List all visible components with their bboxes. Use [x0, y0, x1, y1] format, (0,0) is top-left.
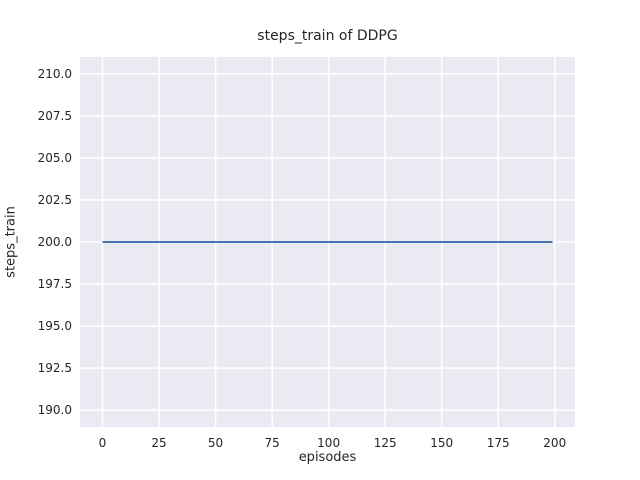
x-tick-label: 25: [151, 436, 167, 450]
plot-canvas: [80, 57, 575, 427]
y-tick-label: 195.0: [37, 319, 72, 334]
x-tick-label: 100: [317, 436, 341, 450]
x-tick-label: 0: [98, 436, 107, 450]
x-tick-label: 125: [373, 436, 397, 450]
x-tick-label: 175: [486, 436, 510, 450]
x-tick-label: 75: [264, 436, 280, 450]
plot-area: [80, 57, 575, 427]
y-tick-label: 197.5: [37, 277, 72, 292]
x-tick-label: 150: [430, 436, 454, 450]
y-tick-label: 202.5: [37, 192, 72, 207]
y-tick-label: 192.5: [37, 361, 72, 376]
x-axis-label: episodes: [298, 450, 357, 465]
x-tick-label: 200: [543, 436, 567, 450]
y-tick-label: 210.0: [37, 66, 72, 81]
y-tick-label: 190.0: [37, 403, 72, 418]
chart-title: steps_train of DDPG: [257, 28, 398, 44]
y-tick-label: 207.5: [37, 108, 72, 123]
y-tick-label: 205.0: [37, 150, 72, 165]
y-tick-label: 200.0: [37, 235, 72, 249]
x-tick-label: 50: [207, 436, 224, 450]
